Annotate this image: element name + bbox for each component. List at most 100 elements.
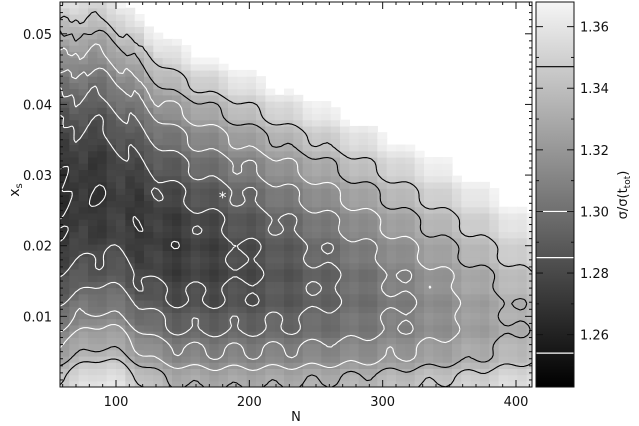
heatmap-cell: [172, 380, 182, 387]
heatmap-cell: [349, 181, 360, 189]
heatmap-cell: [144, 76, 154, 83]
heatmap-cell: [489, 225, 500, 233]
heatmap-cell: [116, 144, 126, 152]
heatmap-cell: [424, 355, 434, 363]
heatmap-cell: [125, 343, 136, 351]
heatmap-cell: [526, 244, 532, 251]
heatmap-cell: [78, 63, 89, 71]
heatmap-cell: [498, 312, 509, 320]
heatmap-cell: [60, 231, 70, 239]
heatmap-cell: [172, 268, 182, 276]
heatmap-cell: [498, 237, 509, 245]
heatmap-cell: [330, 331, 341, 338]
heatmap-cell: [200, 175, 210, 183]
heatmap-cell: [246, 206, 257, 214]
heatmap-cell: [256, 349, 266, 357]
heatmap-cell: [265, 343, 276, 351]
heatmap-cell: [284, 206, 294, 214]
heatmap-cell: [153, 225, 164, 233]
heatmap-cell: [125, 82, 136, 90]
heatmap-cell: [181, 144, 192, 152]
heatmap-cell: [256, 107, 266, 115]
heatmap-cell: [60, 94, 70, 102]
heatmap-cell: [88, 82, 98, 90]
heatmap-cell: [526, 287, 532, 295]
heatmap-cell: [452, 337, 462, 345]
x-tick-label: 400: [504, 395, 529, 410]
heatmap-cell: [162, 237, 173, 245]
heatmap-cell: [368, 231, 378, 239]
heatmap-cell: [218, 306, 229, 314]
heatmap-cell: [442, 324, 453, 332]
heatmap-cell: [265, 132, 276, 139]
heatmap-cell: [237, 362, 248, 369]
heatmap-cell: [116, 169, 126, 177]
heatmap-cell: [302, 169, 313, 177]
heatmap-cell: [442, 244, 453, 251]
heatmap-cell: [209, 63, 220, 71]
heatmap-cell: [237, 194, 248, 202]
heatmap-cell: [312, 181, 322, 189]
heatmap-cell: [265, 299, 276, 307]
heatmap-cell: [256, 281, 266, 289]
heatmap-cell: [106, 113, 117, 121]
heatmap-cell: [172, 343, 182, 351]
heatmap-cell: [134, 69, 145, 77]
heatmap-cell: [209, 380, 220, 387]
heatmap-cell: [340, 206, 350, 214]
heatmap-cell: [508, 324, 518, 332]
heatmap-cell: [312, 188, 322, 195]
x-tick-label: 100: [104, 395, 129, 410]
heatmap-cell: [97, 212, 108, 220]
heatmap-cell: [246, 200, 257, 208]
heatmap-cell: [69, 225, 80, 233]
heatmap-cell: [312, 318, 322, 326]
heatmap-cell: [489, 331, 500, 338]
heatmap-cell: [358, 275, 369, 282]
heatmap-cell: [181, 324, 192, 332]
heatmap-cell: [517, 374, 528, 382]
heatmap-cell: [358, 125, 369, 133]
heatmap-cell: [433, 194, 444, 202]
heatmap-cell: [330, 206, 341, 214]
heatmap-cell: [405, 237, 416, 245]
heatmap-cell: [358, 281, 369, 289]
heatmap-cell: [349, 244, 360, 251]
heatmap-cell: [330, 119, 341, 127]
heatmap-cell: [302, 343, 313, 351]
heatmap-cell: [265, 237, 276, 245]
heatmap-cell: [330, 107, 341, 115]
heatmap-cell: [97, 262, 108, 270]
heatmap-cell: [106, 38, 117, 46]
heatmap-cell: [88, 138, 98, 146]
heatmap-cell: [60, 237, 70, 245]
heatmap-cell: [88, 237, 98, 245]
heatmap-cell: [256, 374, 266, 382]
heatmap-cell: [293, 219, 304, 226]
heatmap-cell: [368, 200, 378, 208]
heatmap-cell: [144, 38, 154, 46]
heatmap-cell: [433, 200, 444, 208]
heatmap-cell: [209, 244, 220, 251]
heatmap-cell: [312, 275, 322, 282]
heatmap-cell: [97, 88, 108, 96]
heatmap-cell: [349, 287, 360, 295]
heatmap-cell: [498, 349, 509, 357]
heatmap-cell: [144, 380, 154, 387]
heatmap-cell: [256, 113, 266, 121]
heatmap-cell: [246, 194, 257, 202]
heatmap-cell: [88, 163, 98, 171]
heatmap-cell: [330, 355, 341, 363]
heatmap-cell: [134, 312, 145, 320]
heatmap-cell: [340, 312, 350, 320]
heatmap-cell: [321, 150, 332, 158]
heatmap-cell: [489, 368, 500, 376]
heatmap-cell: [162, 188, 173, 195]
heatmap-cell: [517, 250, 528, 258]
heatmap-cell: [246, 293, 257, 301]
heatmap-cell: [284, 188, 294, 195]
heatmap-cell: [172, 144, 182, 152]
heatmap-cell: [349, 349, 360, 357]
heatmap-cell: [97, 250, 108, 258]
heatmap-cell: [200, 287, 210, 295]
